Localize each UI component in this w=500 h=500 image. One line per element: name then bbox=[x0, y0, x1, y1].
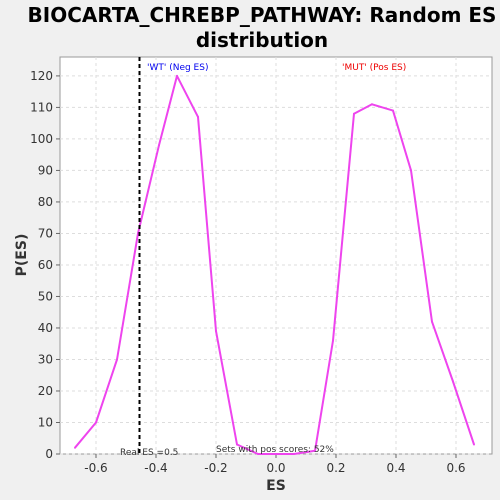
x-tick-label: 0.2 bbox=[326, 461, 345, 475]
y-tick-label: 70 bbox=[38, 226, 53, 240]
data-point bbox=[371, 103, 373, 106]
data-point bbox=[293, 453, 295, 455]
y-tick-label: 10 bbox=[38, 415, 53, 429]
data-point bbox=[431, 320, 433, 323]
x-tick-label: -0.4 bbox=[144, 461, 167, 475]
data-point bbox=[353, 112, 355, 115]
x-tick-label: 0.0 bbox=[266, 461, 285, 475]
y-tick-label: 90 bbox=[38, 163, 53, 177]
data-point bbox=[314, 449, 316, 452]
y-tick-label: 60 bbox=[38, 258, 53, 272]
y-tick-label: 30 bbox=[38, 352, 53, 366]
y-tick-label: 120 bbox=[30, 69, 53, 83]
y-tick-label: 20 bbox=[38, 384, 53, 398]
data-point bbox=[215, 330, 217, 333]
data-point bbox=[332, 339, 334, 342]
y-axis-label: P(ES) bbox=[14, 234, 30, 277]
y-tick-label: 80 bbox=[38, 195, 53, 209]
y-tick-label: 100 bbox=[30, 132, 53, 146]
pos-es-label: 'MUT' (Pos ES) bbox=[342, 63, 406, 73]
data-point bbox=[236, 443, 238, 446]
x-tick-label: 0.6 bbox=[446, 461, 465, 475]
data-point bbox=[158, 144, 160, 147]
series-layer bbox=[74, 74, 475, 455]
data-point bbox=[176, 74, 178, 77]
data-point bbox=[473, 443, 475, 446]
x-tick-label: -0.6 bbox=[84, 461, 107, 475]
x-tick-label: 0.4 bbox=[386, 461, 405, 475]
pos-scores-label: Sets with pos scores: 52% bbox=[216, 445, 334, 455]
data-point bbox=[197, 115, 199, 118]
data-point bbox=[410, 169, 412, 172]
x-axis-label: ES bbox=[266, 478, 286, 494]
y-tick-label: 0 bbox=[45, 447, 53, 461]
y-tick-label: 50 bbox=[38, 289, 53, 303]
data-point bbox=[452, 380, 454, 383]
x-tick-label: -0.2 bbox=[204, 461, 227, 475]
neg-es-label: 'WT' (Neg ES) bbox=[147, 63, 208, 73]
real-es-label: Real ES =0.5 bbox=[120, 448, 178, 458]
data-point bbox=[275, 453, 277, 455]
data-point bbox=[116, 358, 118, 361]
y-tick-label: 110 bbox=[30, 100, 53, 114]
data-point bbox=[95, 421, 97, 424]
y-tick-label: 40 bbox=[38, 321, 53, 335]
chart-title-line-1: BIOCARTA_CHREBP_PATHWAY: Random ES bbox=[28, 3, 497, 27]
chart-title-line-2: distribution bbox=[196, 28, 328, 52]
data-point bbox=[257, 453, 259, 455]
axes: -0.6 -0.4 -0.2 0.0 0.2 0.4 0.6 0 10 20 30 40 50 60 70 8… bbox=[30, 69, 465, 475]
data-point bbox=[74, 446, 76, 449]
data-point bbox=[392, 109, 394, 112]
